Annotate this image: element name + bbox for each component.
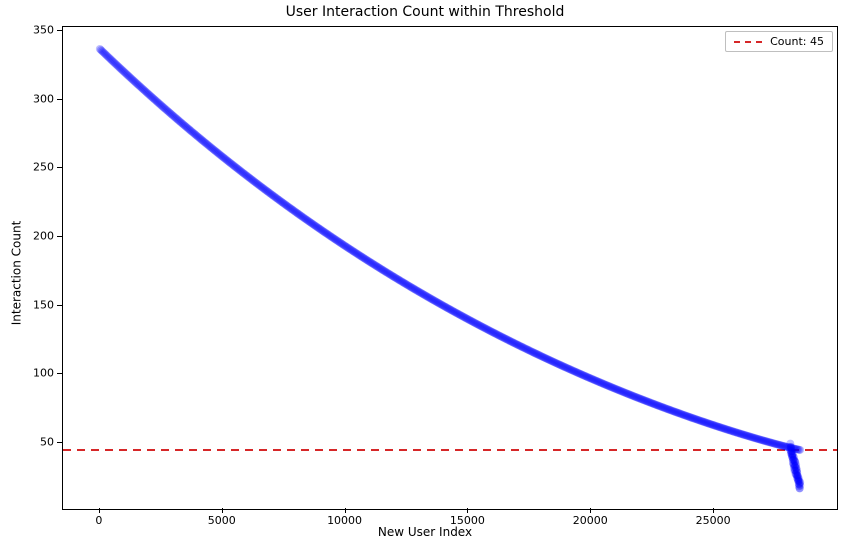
x-tick-mark	[467, 508, 468, 513]
y-tick-mark	[57, 30, 62, 31]
plot-svg	[63, 27, 837, 509]
scatter-series	[96, 45, 804, 492]
x-tick-label: 15000	[450, 514, 485, 527]
x-tick-mark	[99, 508, 100, 513]
figure: User Interaction Count within Threshold …	[0, 0, 850, 545]
x-tick-mark	[222, 508, 223, 513]
x-tick-label: 25000	[696, 514, 731, 527]
legend: Count: 45	[725, 31, 833, 52]
y-tick-label: 250	[30, 161, 54, 174]
chart-title: User Interaction Count within Threshold	[0, 4, 850, 20]
y-tick-mark	[57, 305, 62, 306]
plot-area: Count: 45	[62, 26, 838, 510]
x-tick-mark	[345, 508, 346, 513]
y-axis-label-wrap: Interaction Count	[8, 0, 24, 545]
x-axis-label: New User Index	[0, 525, 850, 539]
x-tick-label: 20000	[573, 514, 608, 527]
x-tick-label: 0	[95, 514, 102, 527]
y-tick-mark	[57, 99, 62, 100]
x-tick-mark	[590, 508, 591, 513]
y-tick-mark	[57, 167, 62, 168]
x-tick-label: 10000	[327, 514, 362, 527]
y-tick-label: 50	[30, 436, 54, 449]
y-tick-label: 350	[30, 24, 54, 37]
x-tick-mark	[713, 508, 714, 513]
y-axis-label: Interaction Count	[9, 220, 23, 325]
y-tick-label: 150	[30, 298, 54, 311]
legend-line-icon	[734, 41, 762, 43]
y-tick-mark	[57, 236, 62, 237]
y-tick-label: 300	[30, 92, 54, 105]
legend-label: Count: 45	[770, 35, 824, 48]
y-tick-label: 100	[30, 367, 54, 380]
y-tick-label: 200	[30, 230, 54, 243]
y-tick-mark	[57, 373, 62, 374]
x-tick-label: 5000	[208, 514, 236, 527]
y-tick-mark	[57, 442, 62, 443]
